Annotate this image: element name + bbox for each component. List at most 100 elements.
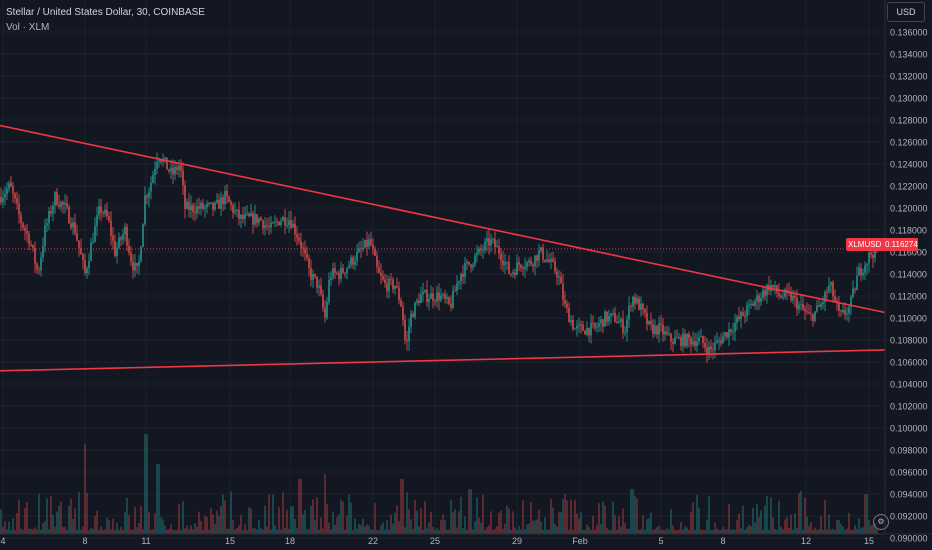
candle-body [738, 316, 740, 319]
candle-body [774, 285, 776, 288]
volume-bar [670, 509, 672, 534]
volume-bar [732, 529, 734, 534]
volume-bar [678, 529, 680, 534]
volume-bar [816, 529, 818, 534]
volume-bar [90, 527, 92, 534]
candle-body [678, 336, 680, 338]
volume-bar [258, 520, 260, 534]
volume-bar [156, 464, 158, 534]
volume-bar [144, 434, 146, 534]
volume-bar [162, 519, 164, 534]
candle-body [318, 285, 320, 288]
volume-bar [456, 527, 458, 534]
volume-bar [650, 512, 652, 534]
volume-bar [424, 501, 426, 534]
volume-bar [766, 495, 768, 534]
volume-bar [314, 520, 316, 534]
volume-bar [496, 526, 498, 534]
candle-body [726, 332, 728, 338]
volume-bar [852, 530, 854, 534]
volume-bar [92, 528, 94, 534]
candle-body [254, 214, 256, 225]
candle-body [48, 210, 50, 224]
volume-bar [80, 529, 82, 534]
y-tick-label: 0.094000 [890, 490, 928, 500]
volume-bar [618, 516, 620, 534]
volume-bar [272, 494, 274, 534]
candle-body [488, 238, 490, 246]
volume-bar [340, 499, 342, 534]
candle-body [588, 327, 590, 336]
candle-body [412, 313, 414, 318]
candle-body [454, 290, 456, 292]
candle-body [178, 165, 180, 171]
volume-bar [784, 519, 786, 534]
volume-bar [412, 528, 414, 534]
candle-body [598, 323, 600, 328]
volume-bar [676, 529, 678, 534]
candle-body [406, 339, 408, 342]
volume-bar [148, 511, 150, 534]
volume-bar [310, 505, 312, 534]
candle-body [684, 333, 686, 347]
candle-body [812, 314, 814, 322]
candle-body [72, 222, 74, 228]
currency-button[interactable]: USD [887, 2, 925, 22]
volume-bar [674, 529, 676, 534]
candle-body [312, 273, 314, 280]
candle-body [144, 195, 146, 225]
volume-bar [174, 529, 176, 534]
volume-bar [606, 528, 608, 534]
volume-bar [868, 519, 870, 534]
volume-bar [464, 516, 466, 534]
candle-body [842, 309, 844, 312]
candle-body [250, 213, 252, 217]
volume-bar [40, 529, 42, 534]
x-tick-label: 22 [368, 536, 378, 546]
volume-bar [494, 528, 496, 534]
volume-bar [774, 529, 776, 534]
candle-body [328, 280, 330, 302]
candle-body [806, 311, 808, 313]
volume-bar [664, 529, 666, 534]
candle-body [440, 295, 442, 301]
candle-body [844, 309, 846, 315]
volume-bar [596, 524, 598, 534]
volume-bar [654, 529, 656, 534]
candle-body [470, 264, 472, 268]
candle-body [614, 313, 616, 322]
volume-bar [802, 529, 804, 534]
volume-bar [668, 529, 670, 534]
candle-body [146, 195, 148, 198]
volume-bar [442, 514, 444, 534]
volume-bar [498, 512, 500, 534]
volume-bar [532, 520, 534, 534]
volume-bar [396, 505, 398, 534]
volume-bar [688, 529, 690, 534]
candle-body [106, 209, 108, 217]
candle-body [18, 203, 20, 215]
volume-bar [356, 528, 358, 534]
volume-bar [196, 526, 198, 534]
candle-body [90, 242, 92, 262]
candle-body [270, 222, 272, 228]
candle-body [296, 234, 298, 238]
volume-bar [228, 528, 230, 534]
volume-bar [468, 489, 470, 534]
volume-bar [434, 529, 436, 534]
volume-bar [176, 529, 178, 534]
volume-bar [392, 523, 394, 534]
candle-body [284, 217, 286, 226]
candle-body [780, 295, 782, 298]
candle-body [150, 182, 152, 192]
settings-icon[interactable]: ⚙ [873, 514, 889, 530]
volume-bar [858, 518, 860, 534]
candle-body [56, 192, 58, 205]
volume-bar [10, 529, 12, 534]
candle-body [818, 305, 820, 307]
volume-bar [552, 507, 554, 534]
candle-body [438, 292, 440, 301]
volume-bar [548, 529, 550, 534]
candle-body [330, 277, 332, 281]
